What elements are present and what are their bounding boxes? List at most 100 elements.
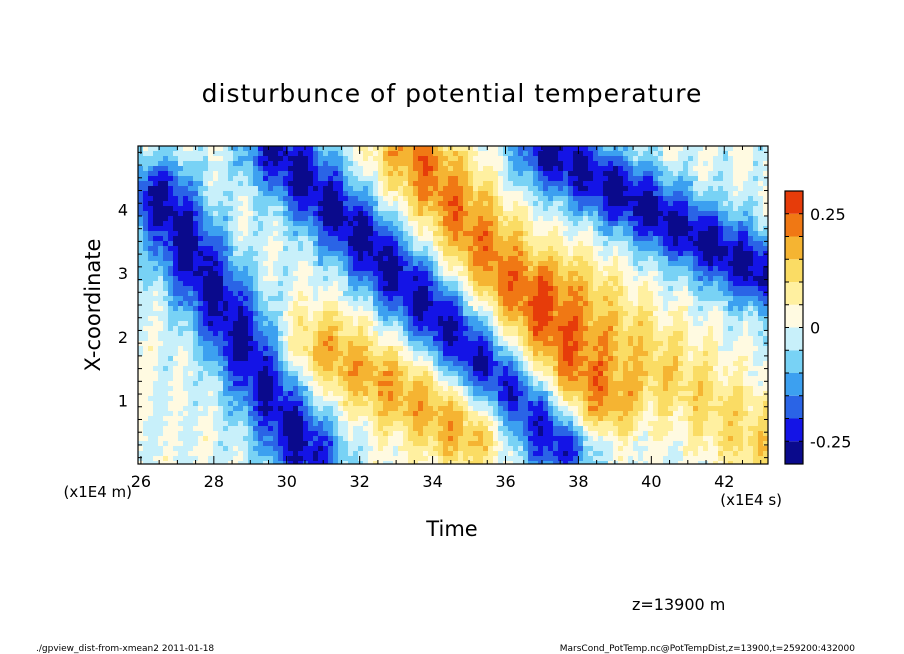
heatmap-cell — [373, 336, 379, 342]
heatmap-cell — [323, 396, 329, 402]
heatmap-cell — [258, 376, 264, 382]
heatmap-cell — [173, 216, 179, 222]
heatmap-cell — [188, 461, 194, 464]
heatmap-cell — [283, 251, 289, 257]
heatmap-cell — [363, 181, 369, 187]
heatmap-cell — [473, 431, 479, 437]
heatmap-cell — [458, 416, 464, 422]
heatmap-cell — [418, 191, 424, 197]
heatmap-cell — [513, 331, 519, 337]
heatmap-cell — [218, 256, 224, 262]
heatmap-cell — [323, 331, 329, 337]
heatmap-cell — [518, 151, 524, 157]
heatmap-cell — [498, 401, 504, 407]
heatmap-cell — [403, 346, 409, 352]
heatmap-cell — [418, 401, 424, 407]
heatmap-cell — [138, 356, 144, 362]
heatmap-cell — [358, 401, 364, 407]
heatmap-cell — [193, 166, 199, 172]
heatmap-cell — [403, 246, 409, 252]
heatmap-cell — [433, 346, 439, 352]
heatmap-cell — [298, 461, 304, 464]
heatmap-cell — [278, 236, 284, 242]
heatmap-cell — [173, 376, 179, 382]
heatmap-cell — [348, 386, 354, 392]
heatmap-cell — [508, 401, 514, 407]
heatmap-cell — [388, 216, 394, 222]
heatmap-cell — [173, 276, 179, 282]
heatmap-cell — [373, 346, 379, 352]
heatmap-cell — [138, 291, 144, 297]
heatmap-cell — [183, 181, 189, 187]
heatmap-cell — [138, 361, 144, 367]
heatmap-cell — [363, 191, 369, 197]
heatmap-cell — [453, 386, 459, 392]
heatmap-cell — [213, 216, 219, 222]
heatmap-cell — [168, 461, 174, 464]
heatmap-cell — [218, 411, 224, 417]
heatmap-cell — [503, 281, 509, 287]
heatmap-cell — [383, 321, 389, 327]
heatmap-cell — [358, 231, 364, 237]
heatmap-cell — [243, 441, 249, 447]
heatmap-cell — [518, 431, 524, 437]
heatmap-cell — [278, 426, 284, 432]
heatmap-cell — [218, 221, 224, 227]
heatmap-cell — [328, 241, 334, 247]
heatmap-cell — [388, 181, 394, 187]
heatmap-cell — [433, 241, 439, 247]
heatmap-cell — [443, 171, 449, 177]
heatmap-cell — [288, 436, 294, 442]
heatmap-cell — [443, 371, 449, 377]
heatmap-cell — [253, 161, 259, 167]
heatmap-cell — [333, 246, 339, 252]
heatmap-cell — [338, 191, 344, 197]
heatmap-cell — [343, 316, 349, 322]
heatmap-cell — [173, 381, 179, 387]
heatmap-cell — [473, 376, 479, 382]
heatmap-cell — [403, 371, 409, 377]
heatmap-cell — [518, 216, 524, 222]
heatmap-cell — [433, 206, 439, 212]
heatmap-cell — [143, 276, 149, 282]
heatmap-cell — [243, 336, 249, 342]
heatmap-cell — [198, 436, 204, 442]
heatmap-cell — [308, 176, 314, 182]
heatmap-cell — [183, 206, 189, 212]
heatmap-cell — [478, 156, 484, 162]
heatmap-cell — [183, 446, 189, 452]
heatmap-cell — [283, 271, 289, 277]
heatmap-cell — [383, 286, 389, 292]
heatmap-cell — [143, 316, 149, 322]
heatmap-cell — [368, 291, 374, 297]
heatmap-cell — [428, 276, 434, 282]
heatmap-cell — [263, 206, 269, 212]
heatmap-cell — [278, 301, 284, 307]
heatmap-cell — [278, 391, 284, 397]
heatmap-cell — [198, 181, 204, 187]
heatmap-cell — [233, 211, 239, 217]
heatmap-cell — [368, 231, 374, 237]
heatmap-cell — [248, 321, 254, 327]
heatmap-cell — [328, 261, 334, 267]
heatmap-cell — [518, 331, 524, 337]
heatmap-cell — [483, 226, 489, 232]
heatmap-cell — [433, 421, 439, 427]
heatmap-cell — [263, 261, 269, 267]
heatmap-cell — [473, 256, 479, 262]
heatmap-cell — [498, 431, 504, 437]
heatmap-cell — [233, 391, 239, 397]
heatmap-cell — [248, 166, 254, 172]
heatmap-cell — [173, 261, 179, 267]
heatmap-cell — [508, 346, 514, 352]
heatmap-cell — [268, 211, 274, 217]
heatmap-cell — [453, 166, 459, 172]
heatmap-cell — [293, 151, 299, 157]
heatmap-cell — [193, 216, 199, 222]
heatmap-cell — [423, 366, 429, 372]
heatmap-cell — [173, 336, 179, 342]
heatmap-cell — [503, 301, 509, 307]
heatmap-cell — [508, 301, 514, 307]
heatmap-cell — [468, 456, 474, 462]
heatmap-cell — [343, 161, 349, 167]
